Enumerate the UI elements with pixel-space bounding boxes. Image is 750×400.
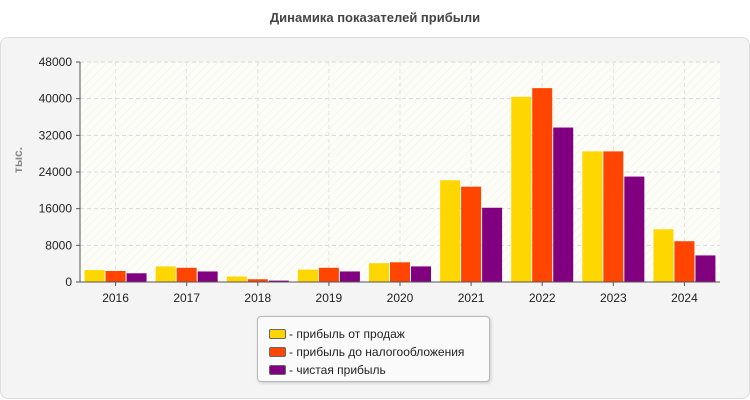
bar [176, 267, 197, 282]
bar [461, 186, 482, 282]
bar [440, 180, 461, 282]
x-tick-label: 2017 [173, 291, 200, 305]
legend-label: - прибыль до налогообложения [289, 345, 465, 359]
legend-swatch-net-profit [269, 365, 286, 375]
bar [155, 266, 176, 282]
legend-item-pretax-profit: - прибыль до налогообложения [269, 343, 489, 361]
bar [268, 280, 289, 282]
bar [582, 151, 603, 282]
bar [390, 262, 410, 282]
legend-item-net-profit: - чистая прибыль [269, 361, 489, 379]
legend-swatch-sales-profit [269, 329, 286, 339]
bar [411, 266, 431, 282]
legend-label: - чистая прибыль [289, 363, 386, 377]
x-tick-label: 2024 [671, 291, 698, 305]
bar [674, 241, 695, 282]
y-tick-label: 24000 [39, 165, 73, 179]
bar [532, 88, 553, 282]
y-tick-label: 48000 [39, 55, 73, 69]
legend-swatch-pretax-profit [269, 347, 286, 357]
chart-title: Динамика показателей прибыли [269, 10, 481, 25]
x-tick-label: 2018 [244, 291, 271, 305]
bar [653, 229, 674, 282]
bar [482, 207, 503, 282]
y-tick-label: 40000 [39, 92, 73, 106]
legend-item-sales-profit: - прибыль от продаж [269, 325, 489, 343]
x-tick-label: 2019 [316, 291, 343, 305]
bar [318, 267, 339, 282]
bar [369, 263, 389, 282]
bar [226, 276, 247, 282]
bar [126, 273, 147, 282]
x-tick-label: 2022 [529, 291, 556, 305]
y-tick-label: 16000 [39, 202, 73, 216]
x-tick-label: 2016 [102, 291, 129, 305]
bar [84, 270, 105, 282]
bar [624, 176, 645, 282]
bar [511, 96, 532, 282]
bar [553, 127, 574, 283]
axes: 0 8000 16000 24000 32000 40000 48000 2016 2017 20… [39, 55, 720, 305]
bar [297, 269, 318, 282]
bars [84, 88, 716, 283]
x-tick-label: 2023 [600, 291, 627, 305]
y-axis-label: тыс. [11, 147, 25, 173]
y-tick-label: 32000 [39, 128, 73, 142]
bar [197, 271, 218, 282]
y-tick-label: 0 [65, 275, 72, 289]
x-tick-label: 2020 [387, 291, 414, 305]
bar [695, 255, 716, 282]
bar [247, 279, 268, 282]
x-tick-label: 2021 [458, 291, 485, 305]
bar [339, 271, 360, 282]
bar [105, 271, 126, 282]
legend: - прибыль от продаж - прибыль до налогоо… [257, 316, 490, 382]
y-tick-label: 8000 [45, 238, 72, 252]
legend-label: - прибыль от продаж [289, 327, 405, 341]
bar [603, 151, 624, 282]
plot-area-texture [80, 62, 720, 282]
